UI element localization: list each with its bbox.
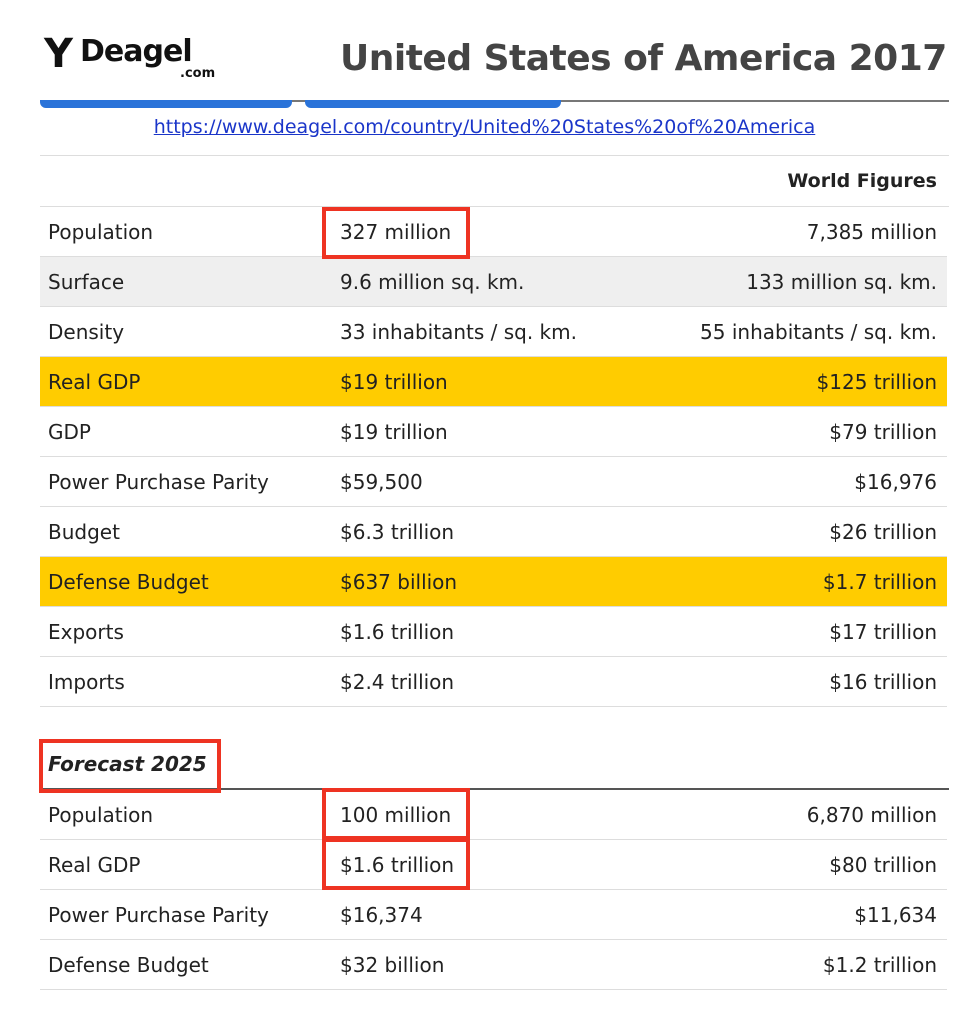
row-world-value: 6,870 million — [806, 803, 937, 827]
row-label: Real GDP — [48, 853, 141, 877]
row-label: Real GDP — [48, 370, 141, 394]
table-row: GDP $19 trillion $79 trillion — [40, 407, 947, 457]
row-value: $637 billion — [340, 570, 458, 594]
row-value: 33 inhabitants / sq. km. — [340, 320, 577, 344]
logo-suffix: .com — [180, 66, 216, 81]
forecast-divider — [40, 788, 949, 790]
table-row: Defense Budget $32 billion $1.2 trillion — [40, 940, 947, 990]
row-value: 100 million — [340, 803, 452, 827]
row-world-value: 55 inhabitants / sq. km. — [700, 320, 937, 344]
row-value: $16,374 — [340, 903, 423, 927]
row-world-value: $80 trillion — [829, 853, 937, 877]
row-label: Imports — [48, 670, 125, 694]
row-world-value: $1.2 trillion — [822, 953, 937, 977]
row-world-value: $16,976 — [854, 470, 937, 494]
row-value: $6.3 trillion — [340, 520, 455, 544]
table-row: Imports $2.4 trillion $16 trillion — [40, 657, 947, 707]
logo-mark-icon: Y — [44, 31, 73, 77]
table-row: Surface 9.6 million sq. km. 133 million sq… — [40, 257, 947, 307]
row-world-value: $125 trillion — [816, 370, 937, 394]
forecast-title: Forecast 2025 — [48, 752, 207, 776]
row-label: Power Purchase Parity — [48, 903, 269, 927]
table-row: Defense Budget $637 billion $1.7 trillion — [40, 557, 947, 607]
row-world-value: $17 trillion — [829, 620, 937, 644]
row-label: Surface — [48, 270, 125, 294]
row-value: $2.4 trillion — [340, 670, 455, 694]
row-value: $1.6 trillion — [340, 620, 455, 644]
table-row: Power Purchase Parity $16,374 $11,634 — [40, 890, 947, 940]
row-label: GDP — [48, 420, 91, 444]
row-label: Defense Budget — [48, 953, 209, 977]
table-row: Power Purchase Parity $59,500 $16,976 — [40, 457, 947, 507]
table-row: Real GDP $19 trillion $125 trillion — [40, 357, 947, 407]
table-row: Real GDP $1.6 trillion $80 trillion — [40, 840, 947, 890]
row-label: Power Purchase Parity — [48, 470, 269, 494]
row-label: Population — [48, 803, 154, 827]
deagel-logo[interactable]: Y Deagel .com — [44, 30, 224, 81]
table-row: Budget $6.3 trillion $26 trillion — [40, 507, 947, 557]
nav-tab-2[interactable] — [305, 100, 561, 108]
row-value: $19 trillion — [340, 420, 448, 444]
row-value: 327 million — [340, 220, 452, 244]
divider — [40, 206, 949, 207]
row-label: Budget — [48, 520, 120, 544]
divider — [40, 155, 949, 156]
logo-text: Deagel — [80, 34, 193, 69]
row-world-value: 7,385 million — [806, 220, 937, 244]
row-value: $19 trillion — [340, 370, 448, 394]
nav-tab-1[interactable] — [40, 100, 292, 108]
annotation-box — [39, 739, 221, 793]
row-world-value: $16 trillion — [829, 670, 937, 694]
page-title: United States of America 2017 — [340, 38, 947, 79]
row-world-value: $11,634 — [854, 903, 937, 927]
table-row: Population 100 million 6,870 million — [40, 790, 947, 840]
row-value: $1.6 trillion — [340, 853, 455, 877]
table-row: Density 33 inhabitants / sq. km. 55 inhabi… — [40, 307, 947, 357]
row-label: Population — [48, 220, 154, 244]
world-figures-header: World Figures — [787, 170, 937, 192]
row-label: Exports — [48, 620, 124, 644]
row-label: Density — [48, 320, 125, 344]
row-world-value: $1.7 trillion — [822, 570, 937, 594]
row-world-value: $26 trillion — [829, 520, 937, 544]
country-url-link[interactable]: https://www.deagel.com/country/United%20… — [153, 116, 816, 138]
annotation-box — [322, 788, 470, 840]
row-value: $59,500 — [340, 470, 423, 494]
table-row: Population 327 million 7,385 million — [40, 207, 947, 257]
row-world-value: $79 trillion — [829, 420, 937, 444]
row-value: 9.6 million sq. km. — [340, 270, 525, 294]
annotation-box — [322, 838, 470, 890]
annotation-box — [322, 207, 470, 259]
row-world-value: 133 million sq. km. — [746, 270, 937, 294]
table-row: Exports $1.6 trillion $17 trillion — [40, 607, 947, 657]
row-value: $32 billion — [340, 953, 445, 977]
row-label: Defense Budget — [48, 570, 209, 594]
